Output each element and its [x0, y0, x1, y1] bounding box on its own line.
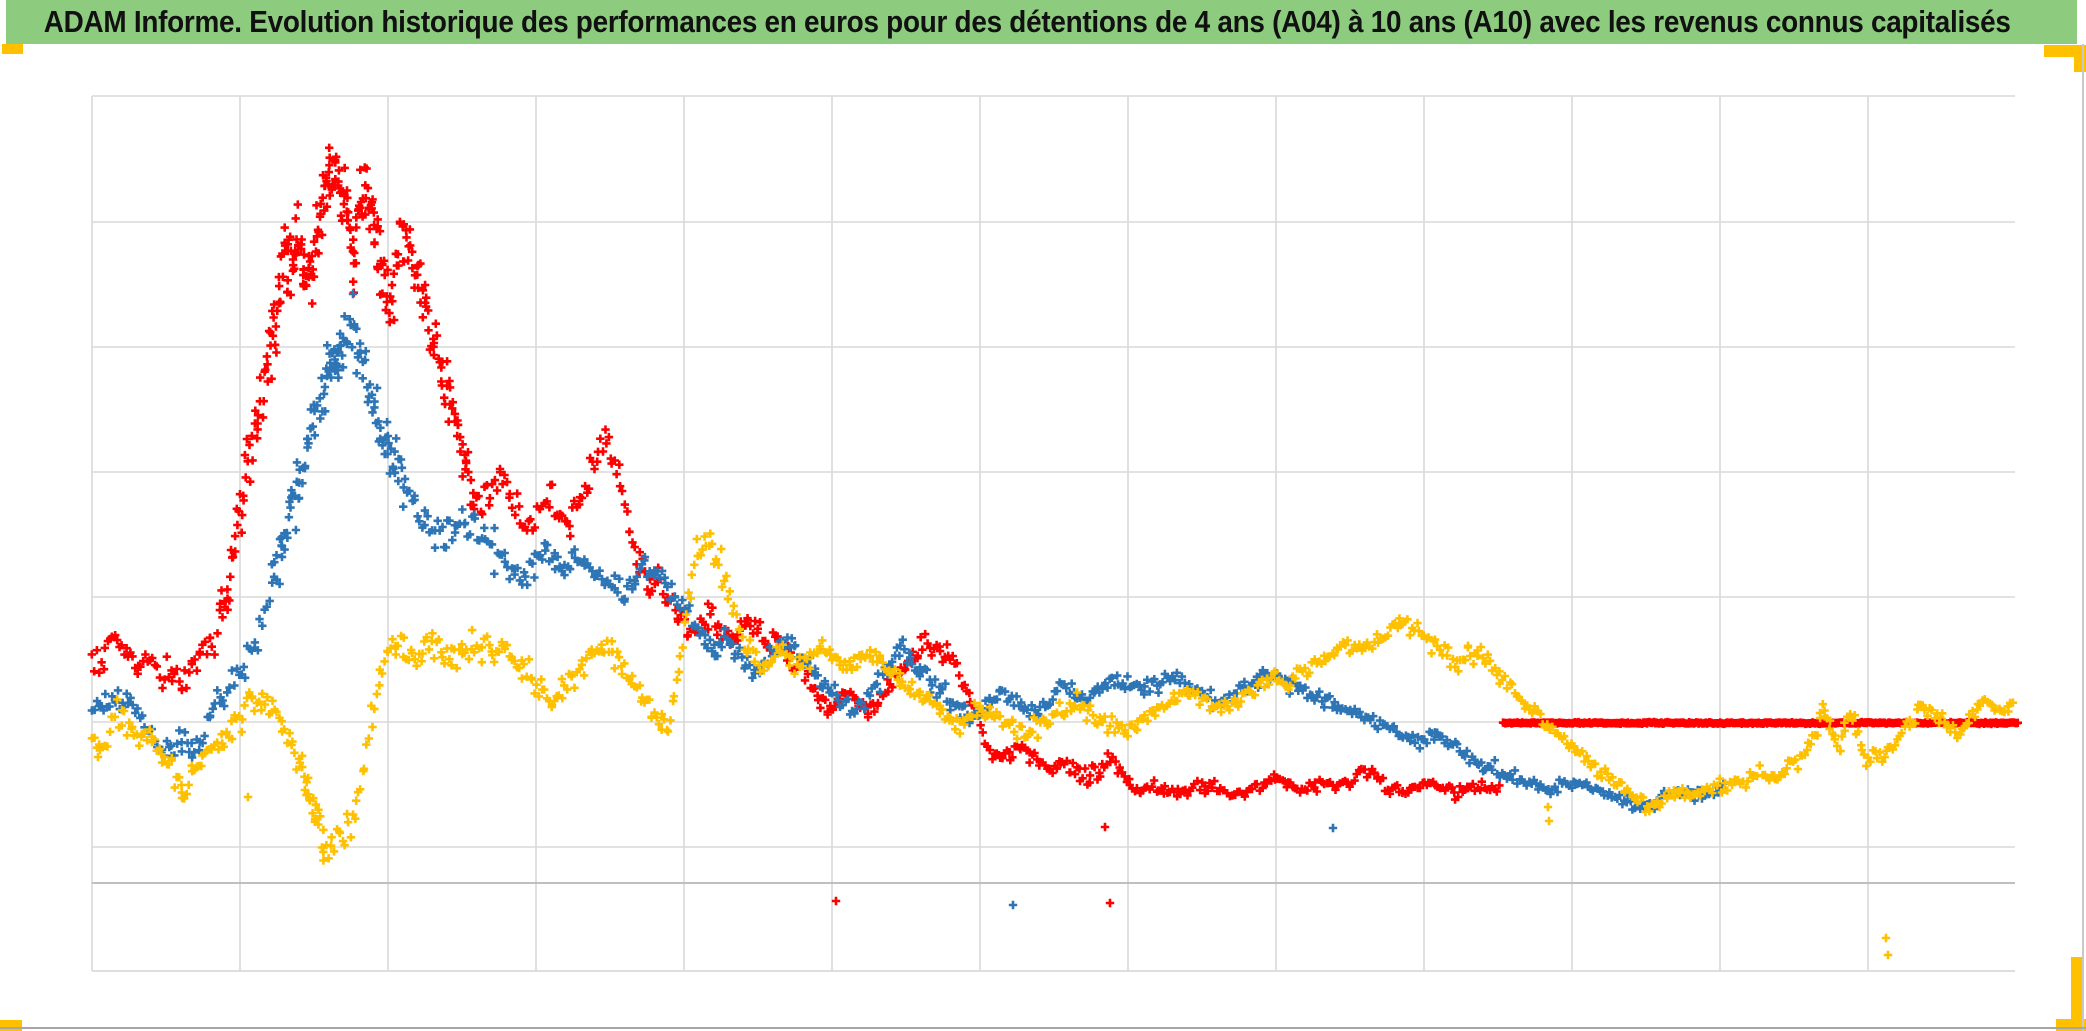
print-area-corner-bottom-left	[0, 1020, 22, 1031]
sheet-bottom-boundary	[0, 1027, 2086, 1029]
print-area-corner-bottom-right-vertical	[2071, 957, 2083, 1031]
series-red	[87, 143, 2022, 908]
series-gold	[87, 529, 2018, 960]
page-title: ADAM Informe. Evolution historique des p…	[43, 4, 2011, 39]
print-area-corner-top-left	[2, 44, 23, 54]
series-blue	[87, 289, 1728, 910]
sheet-right-boundary	[2082, 44, 2084, 1031]
chart-series	[87, 143, 2022, 960]
print-area-corner-top-right-vertical	[2074, 45, 2086, 72]
title-bar: ADAM Informe. Evolution historique des p…	[6, 0, 2077, 44]
